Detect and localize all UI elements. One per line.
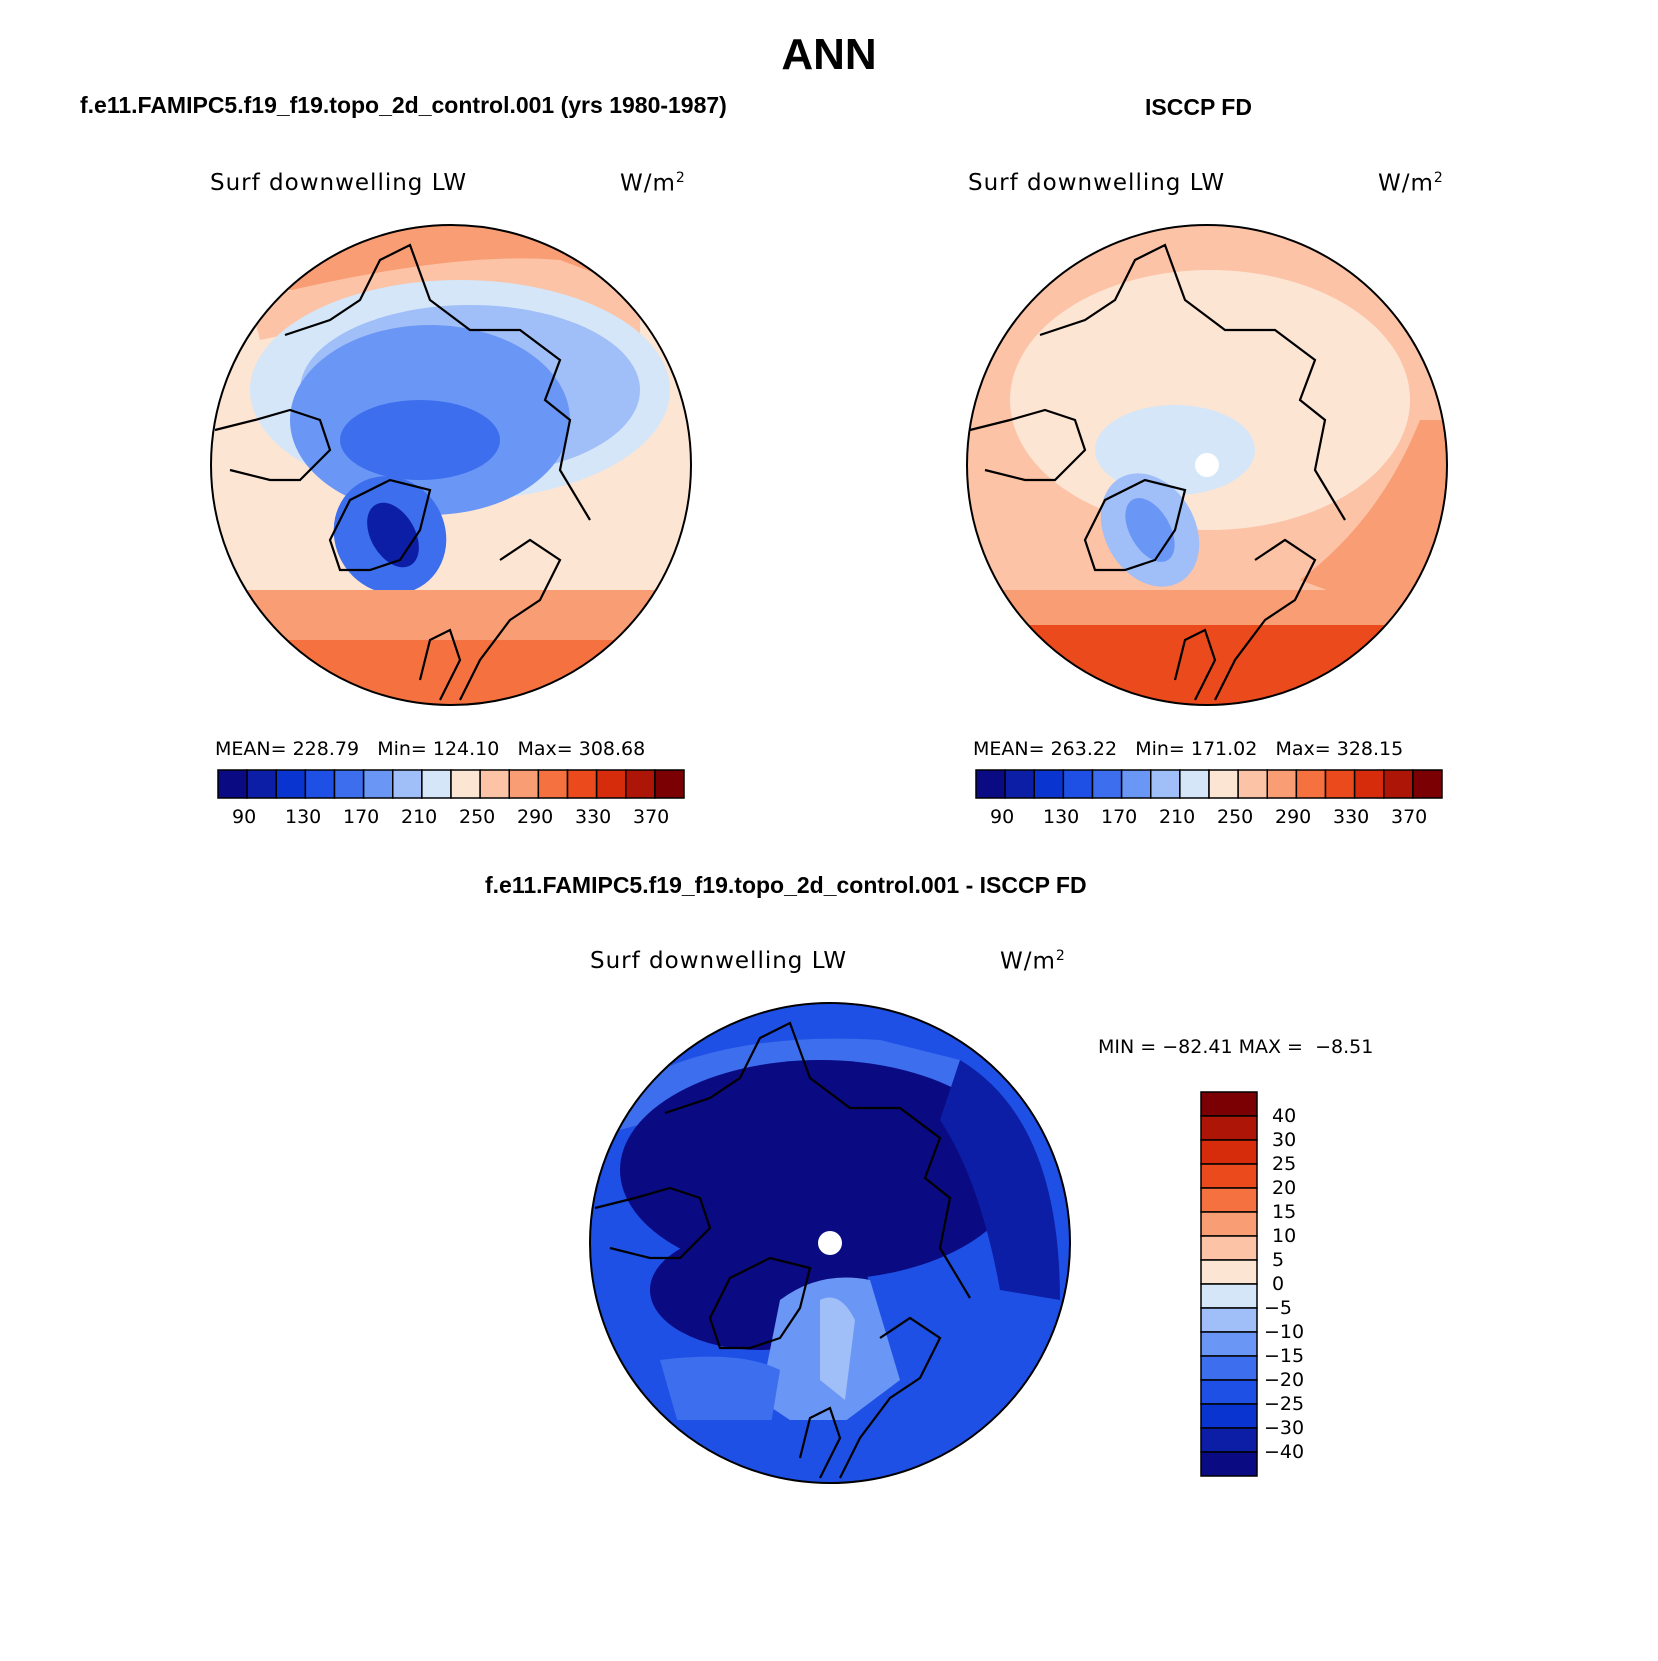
diff-colorbar-swatch	[1200, 1379, 1258, 1405]
diff-stats: MIN = −82.41 MAX = −8.51	[1098, 1036, 1374, 1058]
diff-case-title: f.e11.FAMIPC5.f19_f19.topo_2d_control.00…	[485, 872, 1087, 898]
model-tick-370: 370	[633, 806, 670, 828]
obs-tick-370: 370	[1391, 806, 1428, 828]
obs-variable-label: Surf downwelling LW	[968, 170, 1226, 196]
model-colorbar-swatch	[362, 769, 394, 799]
model-stats: MEAN= 228.79 Min= 124.10 Max= 308.68	[215, 738, 646, 760]
obs-tick-90: 90	[990, 806, 1015, 828]
model-units-label: W/m2	[620, 170, 686, 197]
obs-case-title: ISCCP FD	[1145, 94, 1252, 120]
obs-tick-170: 170	[1101, 806, 1138, 828]
model-tick-290: 290	[517, 806, 554, 828]
model-colorbar-swatch	[625, 769, 656, 799]
obs-colorbar-swatch	[1412, 769, 1443, 799]
diff-tick-15: 15	[1272, 1201, 1297, 1223]
diff-colorbar-swatch	[1200, 1259, 1258, 1285]
model-colorbar-swatch	[275, 769, 307, 799]
diff-colorbar-swatch	[1200, 1403, 1258, 1429]
obs-colorbar-swatch	[1062, 769, 1094, 799]
obs-colorbar-swatch	[1004, 769, 1035, 799]
diff-colorbar-swatch	[1200, 1115, 1258, 1141]
obs-colorbar-swatch	[1324, 769, 1356, 799]
diff-tick-neg30: −30	[1264, 1417, 1305, 1439]
diff-colorbar-swatch	[1200, 1307, 1258, 1333]
model-tick-170: 170	[343, 806, 380, 828]
diff-tick-40: 40	[1272, 1105, 1297, 1127]
diff-map-fill	[590, 1003, 1070, 1483]
model-tick-210: 210	[401, 806, 438, 828]
model-colorbar-swatch	[654, 769, 685, 799]
obs-colorbar-swatch	[1353, 769, 1385, 799]
obs-colorbar-swatch	[1120, 769, 1152, 799]
diff-tick-neg5: −5	[1264, 1297, 1293, 1319]
diff-tick-0: 0	[1272, 1273, 1285, 1295]
diff-colorbar-swatch	[1200, 1355, 1258, 1381]
model-colorbar-swatch	[217, 769, 248, 799]
diff-colorbar-swatch	[1200, 1163, 1258, 1189]
diff-colorbar-swatch	[1200, 1283, 1258, 1309]
diff-colorbar	[1200, 1091, 1258, 1477]
model-coastlines	[214, 243, 591, 701]
diff-colorbar-swatch	[1200, 1139, 1258, 1165]
diff-variable-label: Surf downwelling LW	[590, 948, 848, 974]
model-tick-130: 130	[285, 806, 322, 828]
diff-tick-20: 20	[1272, 1177, 1297, 1199]
model-variable-label: Surf downwelling LW	[210, 170, 468, 196]
obs-colorbar	[975, 769, 1443, 799]
diff-tick-5: 5	[1272, 1249, 1285, 1271]
diff-map-border	[589, 1002, 1071, 1484]
diff-tick-neg20: −20	[1264, 1369, 1305, 1391]
diff-colorbar-swatch	[1200, 1091, 1258, 1117]
diff-tick-neg40: −40	[1264, 1441, 1305, 1463]
obs-units-label: W/m2	[1378, 170, 1444, 197]
diff-units-label: W/m2	[1000, 948, 1066, 975]
diff-colorbar-swatch	[1200, 1427, 1258, 1453]
model-case-title: f.e11.FAMIPC5.f19_f19.topo_2d_control.00…	[80, 92, 727, 118]
obs-colorbar-swatch	[1383, 769, 1414, 799]
diff-colorbar-swatch	[1200, 1187, 1258, 1213]
diff-tick-25: 25	[1272, 1153, 1297, 1175]
diff-tick-10: 10	[1272, 1225, 1297, 1247]
figure-title: ANN	[781, 30, 877, 79]
obs-tick-210: 210	[1159, 806, 1196, 828]
diff-colorbar-swatch	[1200, 1235, 1258, 1261]
obs-tick-290: 290	[1275, 806, 1312, 828]
diff-tick-30: 30	[1272, 1129, 1297, 1151]
obs-colorbar-swatch	[1150, 769, 1181, 799]
diff-tick-neg15: −15	[1264, 1345, 1305, 1367]
obs-colorbar-swatch	[1208, 769, 1239, 799]
obs-tick-250: 250	[1217, 806, 1254, 828]
obs-stats: MEAN= 263.22 Min= 171.02 Max= 328.15	[973, 738, 1404, 760]
model-tick-90: 90	[232, 806, 257, 828]
model-map-border	[210, 224, 692, 706]
diff-colorbar-swatch	[1200, 1211, 1258, 1237]
model-colorbar	[217, 769, 685, 799]
obs-tick-130: 130	[1043, 806, 1080, 828]
obs-map-border	[966, 224, 1448, 706]
model-tick-330: 330	[575, 806, 612, 828]
obs-coastlines	[969, 243, 1346, 701]
model-tick-250: 250	[459, 806, 496, 828]
diff-tick-neg10: −10	[1264, 1321, 1305, 1343]
obs-colorbar-swatch	[975, 769, 1006, 799]
model-colorbar-swatch	[537, 769, 569, 799]
diff-tick-neg25: −25	[1264, 1393, 1305, 1415]
diff-colorbar-swatch	[1200, 1331, 1258, 1357]
model-colorbar-swatch	[421, 769, 452, 799]
diff-colorbar-swatch	[1200, 1451, 1258, 1477]
obs-colorbar-swatch	[1033, 769, 1065, 799]
obs-tick-330: 330	[1333, 806, 1370, 828]
model-colorbar-swatch	[566, 769, 598, 799]
obs-colorbar-swatch	[1237, 769, 1268, 799]
diff-coastlines	[594, 1021, 971, 1479]
